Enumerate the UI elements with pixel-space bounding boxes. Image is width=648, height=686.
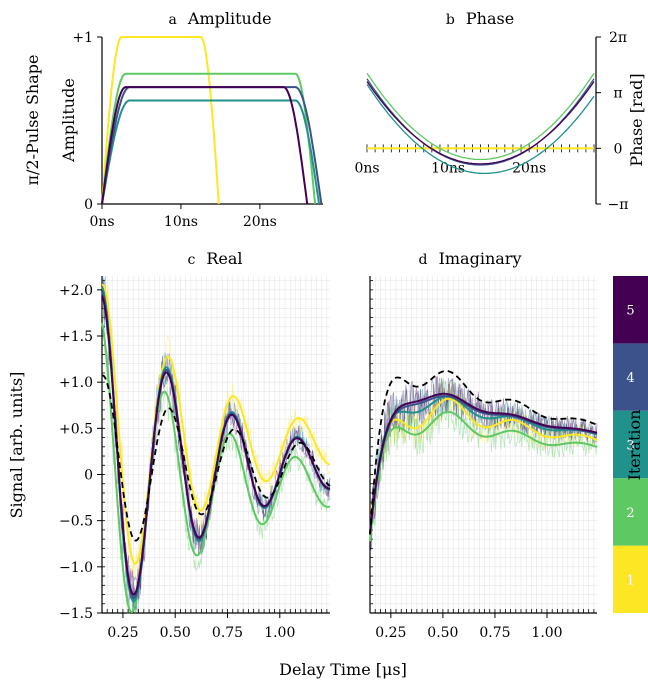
panel-c-axes: −1.5 −1.0 −0.5 0 +0.5 +1.0 +1.5 +2.0 0.25 0.50 0.7…: [59, 276, 330, 641]
panel-b-xtick-label: 10ns: [431, 160, 465, 176]
panel-a-ylabel-outer: π/2-Pulse Shape: [23, 55, 42, 186]
panel-c-title-text: Real: [206, 249, 242, 268]
colorbar-segment-4: [613, 343, 648, 411]
panel-real: c Real −1.5 −1.0 −0.5 0 +0.5 +1.0 +1.5 +2.0 0.25…: [59, 249, 331, 641]
panel-c-xtick-label: 1.00: [264, 625, 295, 641]
colorbar-label: Iteration: [625, 410, 644, 481]
panel-imaginary: d Imaginary 0.25 0.50 0.75 1.00: [369, 249, 598, 641]
panel-b-ylabel: Phase [rad]: [627, 73, 646, 166]
panel-d-axes: 0.25 0.50 0.75 1.00: [369, 276, 597, 641]
panel-a-letter: a: [168, 12, 176, 28]
panel-b-ytick-label: −π: [608, 197, 629, 213]
panel-d-xtick-label: 0.50: [427, 625, 458, 641]
panel-d-xtick-label: 1.00: [531, 625, 562, 641]
panel-c-ytick-label: +1.0: [59, 375, 93, 391]
panel-a-title-text: Amplitude: [187, 9, 272, 28]
colorbar-segment-5: [613, 276, 648, 344]
panel-a-series: [101, 36, 323, 205]
panel-d-letter: d: [419, 252, 428, 268]
panel-c-xtick-label: 0.75: [212, 625, 243, 641]
panel-b-series-5: [366, 81, 595, 165]
panel-a-ylabel: Amplitude: [59, 78, 78, 163]
panel-d-xtick-label: 0.75: [479, 625, 510, 641]
panel-a-series-1: [101, 36, 220, 205]
panel-c-series-5: [101, 295, 331, 596]
panel-c-xtick-label: 0.25: [107, 625, 138, 641]
panel-b-title-text: Phase: [466, 9, 514, 28]
panel-b-xtick-label: 0ns: [354, 160, 379, 176]
panel-d-title: d Imaginary: [419, 249, 522, 268]
colorbar-level-label: 5: [626, 304, 634, 319]
panel-c-ytick-label: −1.0: [59, 560, 93, 576]
shared-xlabel: Delay Time [μs]: [279, 660, 407, 679]
panel-c-xtick-label: 0.50: [160, 625, 191, 641]
panel-d-series-5: [369, 392, 598, 534]
panel-phase: b Phase Phase [rad] −π 0 π 2π 0ns 10ns 20ns: [354, 9, 646, 213]
panel-a-title: a Amplitude: [168, 9, 271, 28]
shared-ylabel: Signal [arb. units]: [7, 372, 26, 519]
panel-d-noisy-4: [369, 376, 598, 543]
panel-d-series-2: [369, 410, 598, 542]
colorbar-segment-2: [613, 478, 648, 546]
panel-d-title-text: Imaginary: [439, 249, 522, 268]
panel-b-xtick-label: 20ns: [512, 160, 546, 176]
panel-d-noisy-2: [369, 393, 598, 538]
panel-b-ytick-label: π: [613, 86, 622, 102]
colorbar-segment-1: [613, 545, 648, 613]
panel-d-series-1: [369, 397, 598, 540]
panel-c-ytick-label: +0.5: [59, 421, 93, 437]
panel-c-series: [101, 275, 331, 614]
panel-a-series-2: [101, 72, 317, 205]
panel-a-xtick-label: 10ns: [164, 214, 198, 230]
colorbar-level-label: 1: [626, 573, 634, 588]
panel-b-series-3: [366, 83, 595, 175]
panel-c-series-1: [101, 283, 331, 566]
panel-b-title: b Phase: [446, 9, 514, 28]
panel-b-letter: b: [446, 12, 455, 28]
panel-c-target-dashed: [101, 374, 331, 542]
panel-d-target-dashed: [369, 369, 598, 535]
panel-d-noisy-5: [369, 375, 598, 551]
panel-a-ytick-label: 0: [84, 197, 93, 213]
colorbar: 1 2 3 4 5: [613, 276, 648, 613]
panel-c-ytick-label: +1.5: [59, 329, 93, 345]
panel-c-noisy-1: [101, 281, 331, 581]
panel-a-axes: 0 +1 0ns 10ns 20ns: [72, 30, 323, 230]
panel-a-ytick-label: +1: [72, 30, 93, 46]
panel-amplitude: a Amplitude Amplitude π/2-Pulse Shape 0 +…: [23, 9, 323, 230]
panel-b-ytick-label: 2π: [609, 30, 627, 46]
panel-b-series-2: [366, 72, 595, 161]
panel-b-series: [366, 72, 595, 175]
colorbar-level-label: 4: [626, 371, 634, 386]
panel-c-title: c Real: [187, 249, 242, 268]
panel-a-series-3: [101, 99, 321, 205]
panel-d-series: [369, 369, 598, 552]
colorbar-segment-3: [613, 410, 648, 479]
panel-c-ytick-label: 0: [84, 468, 93, 484]
panel-c-ytick-label: −0.5: [59, 514, 93, 530]
colorbar-level-label: 2: [626, 506, 634, 521]
colorbar-level-label: 3: [626, 439, 634, 454]
panel-a-xtick-label: 0ns: [89, 214, 114, 230]
panel-c-ytick-label: +2.0: [59, 283, 93, 299]
panel-a-xtick-label: 20ns: [243, 214, 277, 230]
panel-c-letter: c: [187, 252, 195, 268]
panel-d-xtick-label: 0.25: [375, 625, 406, 641]
panel-c-ytick-label: −1.5: [59, 606, 93, 622]
panel-d-series-3: [369, 395, 598, 534]
panel-c-noisy-2: [101, 306, 331, 614]
panel-b-ytick-label: 0: [614, 141, 623, 157]
panel-a-series-5: [101, 86, 309, 205]
